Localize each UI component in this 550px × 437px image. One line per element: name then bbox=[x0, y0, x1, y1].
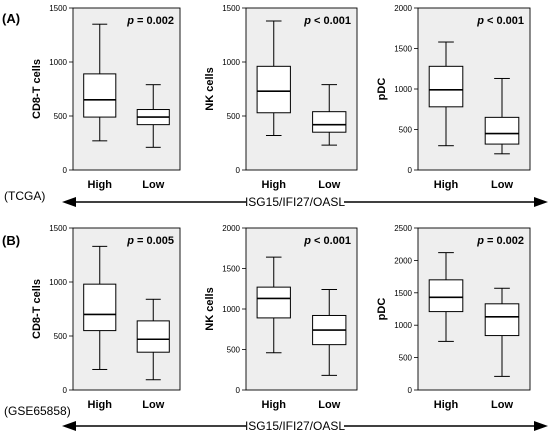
arrow-head-left-a bbox=[62, 197, 76, 207]
chart-2-ylabel: NK cells bbox=[204, 67, 216, 110]
chart-3-p-value-text: p < 0.001 bbox=[476, 15, 524, 27]
dataset-label-gse65858: (GSE65858) bbox=[4, 404, 71, 418]
chart-3-p-symbol: p bbox=[476, 15, 484, 27]
chart-6-ytick-label-3: 1500 bbox=[394, 289, 412, 298]
chart-6-ytick-label-5: 2500 bbox=[394, 224, 412, 233]
chart-4-ytick-label-1: 500 bbox=[54, 332, 68, 341]
chart-3-low-category-label: Low bbox=[491, 179, 513, 191]
chart-4-ytick-label-0: 0 bbox=[63, 386, 68, 395]
chart-5-ytick-label-4: 2000 bbox=[222, 224, 240, 233]
chart-6-p-symbol: p bbox=[476, 235, 484, 247]
chart-6-high-category-label: High bbox=[434, 399, 459, 411]
chart-6-ytick-label-0: 0 bbox=[408, 386, 413, 395]
chart-3-p-value: < 0.001 bbox=[484, 15, 524, 27]
chart-2-low-category-label: Low bbox=[318, 179, 340, 191]
chart-1-ytick-label-2: 1000 bbox=[49, 58, 67, 67]
chart-2-ytick-label-0: 0 bbox=[236, 166, 241, 175]
chart-1-high-box bbox=[83, 73, 117, 118]
panel-label-a: (A) bbox=[2, 11, 20, 26]
axis-title-b: ISG15/IFI27/OASL bbox=[245, 419, 345, 433]
chart-3-ytick-label-0: 0 bbox=[408, 166, 413, 175]
chart-1-high-category-label: High bbox=[88, 179, 113, 191]
chart-1-p-value: = 0.002 bbox=[134, 15, 174, 27]
panel-label-b: (B) bbox=[2, 233, 20, 248]
plots-layer: 0 500 1000 1500 CD8-T cells p = 0.002 High Low 0… bbox=[31, 4, 531, 411]
chart-2-p-value: < 0.001 bbox=[311, 15, 351, 27]
chart-1-low-category-label: Low bbox=[142, 179, 164, 191]
chart-6-ylabel: pDC bbox=[376, 298, 388, 321]
chart-5-low-category-label: Low bbox=[318, 399, 340, 411]
chart-3-ytick-label-2: 1000 bbox=[394, 85, 412, 94]
chart-5-high-box bbox=[256, 286, 291, 319]
chart-4-p-value-text: p = 0.005 bbox=[126, 235, 174, 247]
chart-5-p-value-text: p < 0.001 bbox=[303, 235, 351, 247]
chart-6-low-category-label: Low bbox=[491, 399, 513, 411]
chart-6-ytick-label-4: 2000 bbox=[394, 256, 412, 265]
chart-3-low-box bbox=[484, 116, 520, 145]
chart-6-high-box bbox=[428, 279, 464, 313]
chart-4-ytick-label-2: 1000 bbox=[49, 278, 67, 287]
chart-6-ytick-label-1: 500 bbox=[399, 354, 413, 363]
chart-2-high-category-label: High bbox=[262, 179, 287, 191]
chart-5-p-value: < 0.001 bbox=[311, 235, 351, 247]
chart-1-p-symbol: p bbox=[126, 15, 134, 27]
chart-2-ytick-label-1: 500 bbox=[227, 112, 241, 121]
arrow-head-right-a bbox=[534, 197, 548, 207]
chart-5-ytick-label-0: 0 bbox=[236, 386, 241, 395]
chart-1-p-value-text: p = 0.002 bbox=[126, 15, 174, 27]
chart-2-p-value-text: p < 0.001 bbox=[303, 15, 351, 27]
chart-6-p-value-text: p = 0.002 bbox=[476, 235, 524, 247]
chart-5-high-category-label: High bbox=[262, 399, 287, 411]
chart-5-ytick-label-3: 1500 bbox=[222, 265, 240, 274]
chart-1-ytick-label-3: 1500 bbox=[49, 4, 67, 13]
chart-5-p-symbol: p bbox=[303, 235, 311, 247]
chart-1-ylabel: CD8-T cells bbox=[31, 59, 43, 119]
chart-1-ytick-label-0: 0 bbox=[63, 166, 68, 175]
chart-3-high-category-label: High bbox=[434, 179, 459, 191]
chart-6-low-box bbox=[484, 303, 520, 337]
chart-5-ytick-label-2: 1000 bbox=[222, 305, 240, 314]
chart-4-ylabel: CD8-T cells bbox=[31, 279, 43, 339]
arrow-head-right-b bbox=[534, 421, 548, 431]
axis-title-a: ISG15/IFI27/OASL bbox=[245, 195, 345, 209]
chart-4-low-box bbox=[136, 320, 170, 353]
axis-title-bg-b bbox=[246, 417, 344, 434]
chart-2-high-box bbox=[256, 65, 291, 114]
chart-2-ytick-label-3: 1500 bbox=[222, 4, 240, 13]
chart-3-high-box bbox=[428, 65, 464, 108]
chart-4-low-category-label: Low bbox=[142, 399, 164, 411]
chart-3-ytick-label-4: 2000 bbox=[394, 4, 412, 13]
arrow-head-left-b bbox=[62, 421, 76, 431]
chart-6-ytick-label-2: 1000 bbox=[394, 321, 412, 330]
chart-4-p-symbol: p bbox=[126, 235, 134, 247]
chart-3-ytick-label-1: 500 bbox=[399, 126, 413, 135]
chart-5-ylabel: NK cells bbox=[204, 287, 216, 330]
chart-4-ytick-label-3: 1500 bbox=[49, 224, 67, 233]
chart-4-p-value: = 0.005 bbox=[134, 235, 174, 247]
axis-title-bg-a bbox=[246, 193, 344, 210]
chart-6-p-value: = 0.002 bbox=[484, 235, 524, 247]
chart-3-ytick-label-3: 1500 bbox=[394, 45, 412, 54]
chart-4-high-category-label: High bbox=[88, 399, 113, 411]
chart-2-ytick-label-2: 1000 bbox=[222, 58, 240, 67]
dataset-label-tcga: (TCGA) bbox=[4, 189, 45, 203]
chart-5-ytick-label-1: 500 bbox=[227, 346, 241, 355]
chart-4-high-box bbox=[83, 283, 117, 332]
chart-1-ytick-label-1: 500 bbox=[54, 112, 68, 121]
chart-2-low-box bbox=[312, 111, 347, 133]
chart-2-p-symbol: p bbox=[303, 15, 311, 27]
chart-3-ylabel: pDC bbox=[376, 78, 388, 101]
